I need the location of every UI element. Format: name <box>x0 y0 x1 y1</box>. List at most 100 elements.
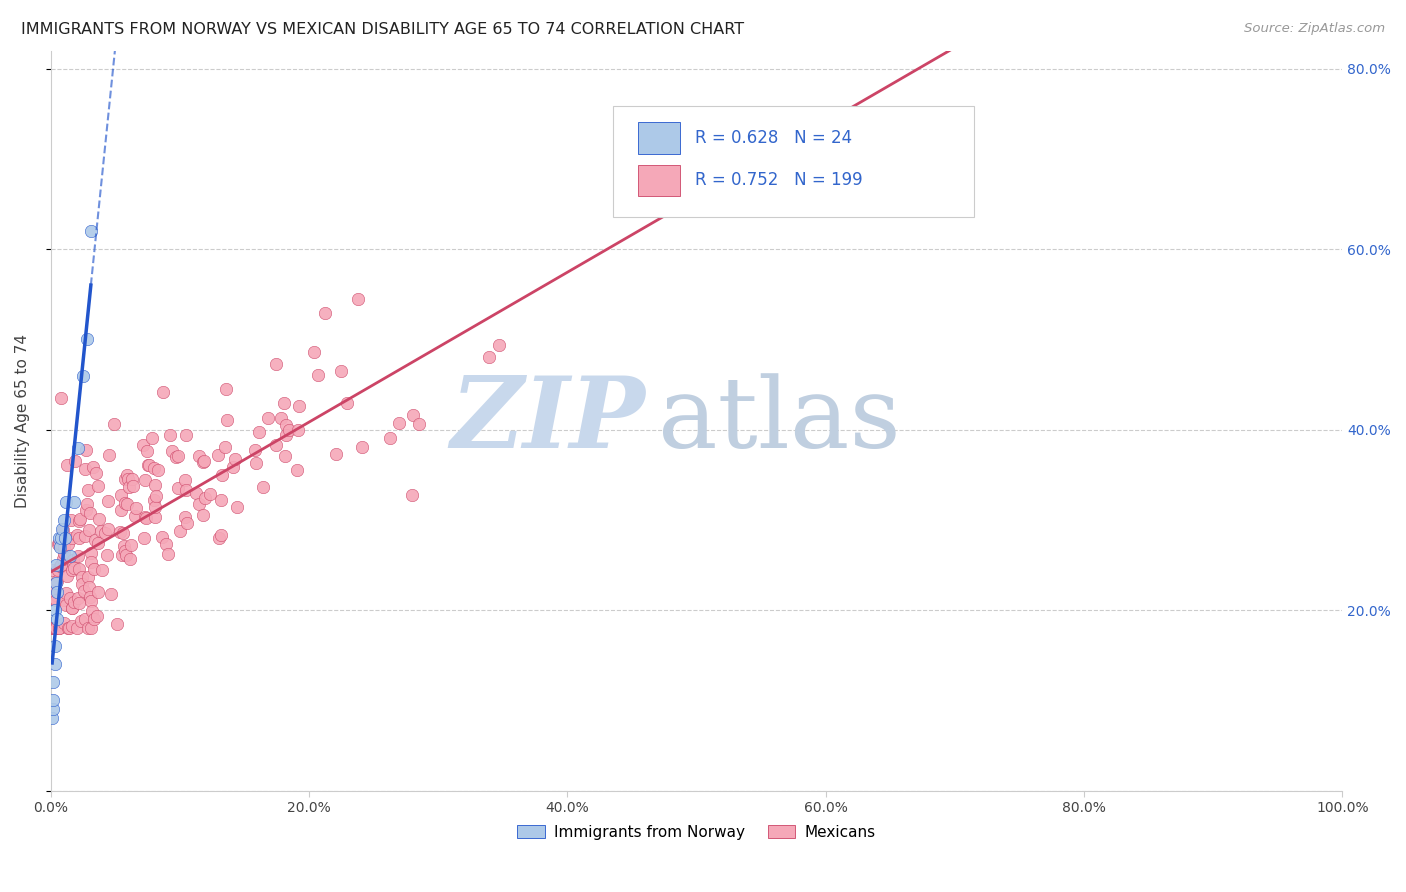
Point <box>42 675 65 690</box>
Point <box>76 497 98 511</box>
Point <box>87 536 110 550</box>
Point <box>48 621 70 635</box>
Point <box>52 513 75 527</box>
Point <box>110 488 132 502</box>
Point <box>274 417 297 432</box>
Text: R = 0.752   N = 199: R = 0.752 N = 199 <box>695 171 863 189</box>
Point <box>274 449 297 463</box>
Point <box>80 224 103 238</box>
Point <box>194 491 217 505</box>
Point <box>86 609 108 624</box>
Point <box>285 463 308 477</box>
Point <box>76 621 98 635</box>
Point <box>208 531 231 545</box>
Point <box>193 454 215 468</box>
Point <box>145 489 167 503</box>
Point <box>79 523 101 537</box>
Point <box>117 472 139 486</box>
Point <box>211 468 233 483</box>
Point <box>84 533 107 547</box>
Point <box>350 440 373 454</box>
Point <box>49 558 72 573</box>
Point <box>401 488 423 502</box>
Point <box>44 603 66 617</box>
Point <box>222 460 245 475</box>
Point <box>488 338 510 352</box>
Point <box>329 364 352 378</box>
Point <box>63 595 86 609</box>
Point <box>132 438 155 452</box>
Point <box>226 500 249 514</box>
Point <box>53 540 76 554</box>
Point <box>143 500 166 515</box>
Point <box>76 333 98 347</box>
Point <box>103 417 125 431</box>
Point <box>270 410 292 425</box>
Point <box>160 444 183 458</box>
Point <box>55 569 77 583</box>
Point <box>336 396 359 410</box>
Point <box>41 621 63 635</box>
Point <box>121 478 143 492</box>
Point <box>117 497 139 511</box>
Point <box>44 621 66 635</box>
Point <box>70 570 93 584</box>
Point <box>44 580 66 594</box>
Point <box>82 459 104 474</box>
Point <box>79 580 101 594</box>
Point <box>169 524 191 538</box>
Point <box>132 531 155 545</box>
Point <box>45 576 67 591</box>
Point <box>112 539 135 553</box>
Point <box>307 368 329 383</box>
Point <box>167 481 190 495</box>
Point <box>118 480 141 494</box>
Point <box>143 460 166 475</box>
Point <box>110 503 132 517</box>
Point <box>111 526 134 541</box>
Point <box>49 558 72 573</box>
Point <box>52 546 75 560</box>
Point <box>72 368 94 383</box>
Point <box>143 493 166 508</box>
Point <box>67 595 90 609</box>
Point <box>115 548 138 562</box>
Point <box>105 617 128 632</box>
Point <box>60 601 83 615</box>
Point <box>75 611 97 625</box>
Point <box>388 417 411 431</box>
Point <box>159 427 181 442</box>
Point <box>186 486 208 500</box>
Point <box>347 293 370 307</box>
Point <box>79 590 101 604</box>
Point <box>44 639 66 653</box>
Point <box>55 495 77 509</box>
Point <box>120 551 142 566</box>
Point <box>111 548 134 562</box>
Point <box>209 493 232 508</box>
Point <box>58 621 80 635</box>
Point <box>110 525 132 540</box>
Point <box>87 585 110 599</box>
Point <box>207 448 229 462</box>
Point <box>256 410 278 425</box>
Point <box>165 450 187 465</box>
Point <box>82 604 104 618</box>
Point <box>136 458 159 472</box>
Point <box>174 483 197 498</box>
Point <box>408 417 430 432</box>
Point <box>135 510 157 524</box>
Point <box>245 456 267 470</box>
Point <box>150 530 173 544</box>
Text: IMMIGRANTS FROM NORWAY VS MEXICAN DISABILITY AGE 65 TO 74 CORRELATION CHART: IMMIGRANTS FROM NORWAY VS MEXICAN DISABI… <box>21 22 744 37</box>
Point <box>66 527 89 541</box>
Point <box>66 591 89 605</box>
Point <box>42 693 65 707</box>
Point <box>79 506 101 520</box>
Point <box>83 562 105 576</box>
Point <box>120 538 142 552</box>
Point <box>121 472 143 486</box>
Point <box>52 551 75 566</box>
Point <box>63 495 86 509</box>
Point <box>66 549 89 563</box>
